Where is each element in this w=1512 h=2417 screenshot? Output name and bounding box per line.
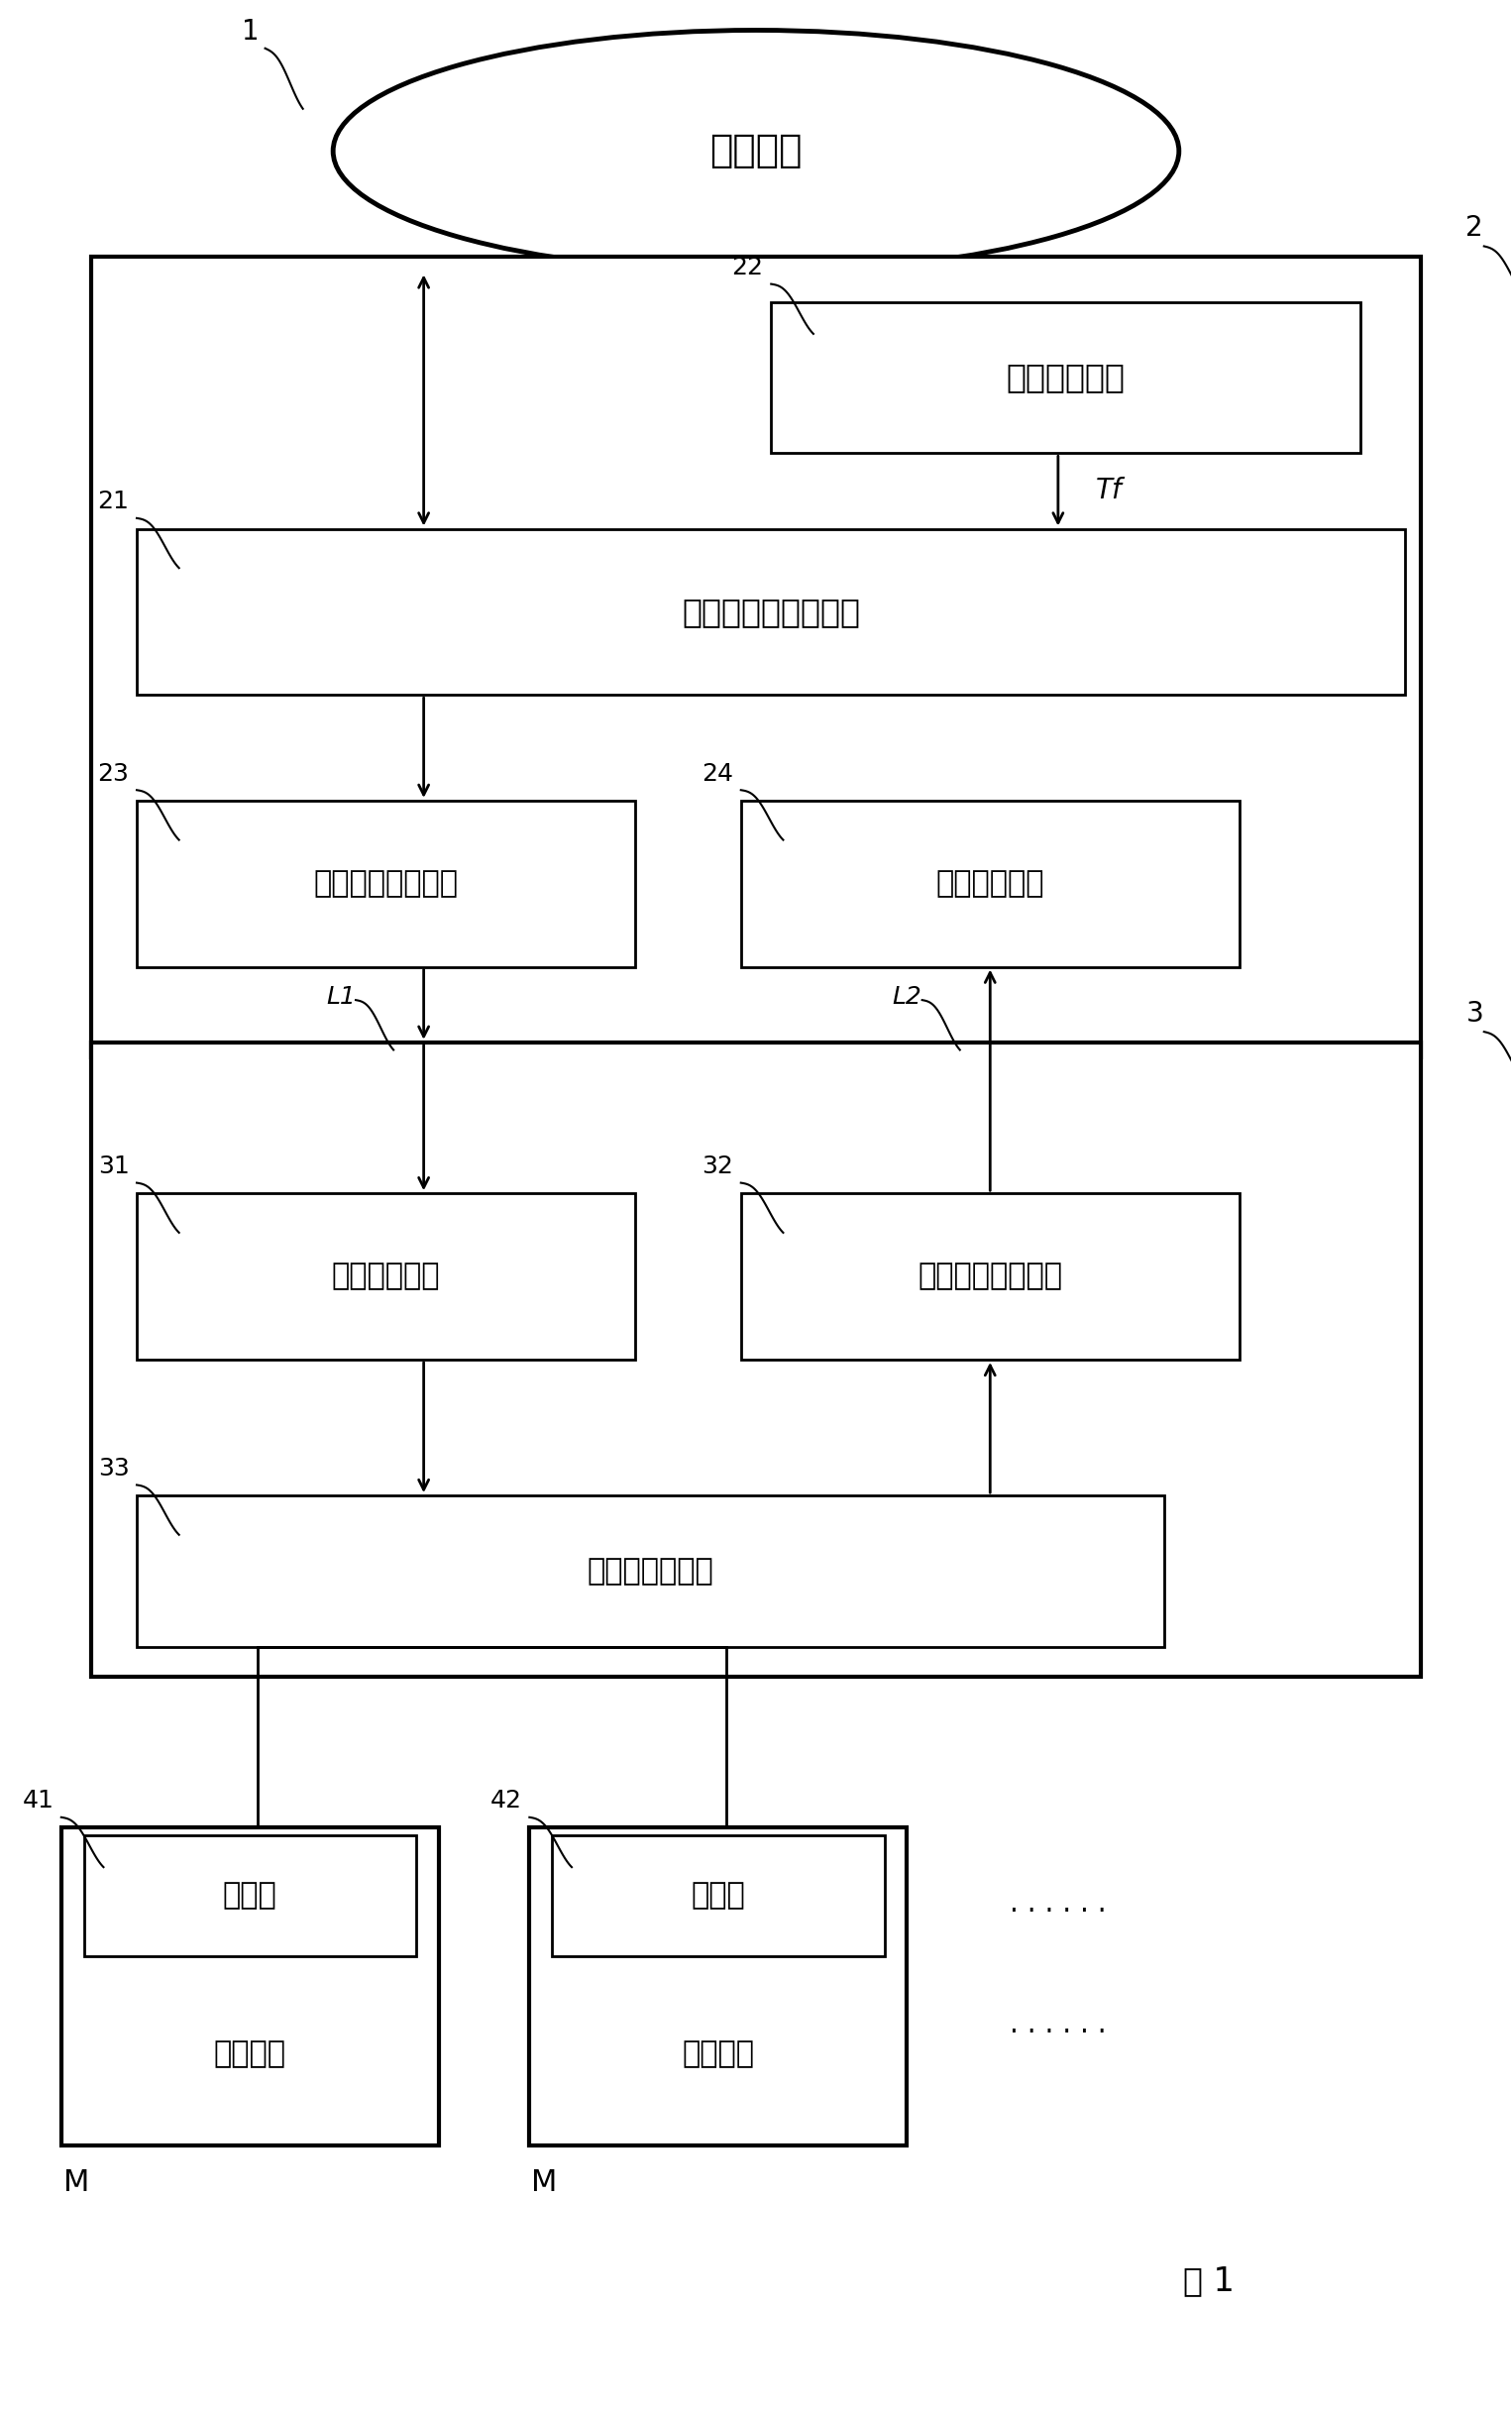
- Text: 分组发送和接收设备: 分组发送和接收设备: [682, 595, 860, 628]
- Text: 23: 23: [98, 761, 129, 786]
- Text: 分组多路复用设备: 分组多路复用设备: [313, 870, 458, 899]
- Bar: [136, 529, 1406, 696]
- Text: 存储部分: 存储部分: [682, 2040, 754, 2069]
- Text: L1: L1: [327, 986, 355, 1008]
- Text: 分组隔离设备: 分组隔离设备: [331, 1262, 440, 1291]
- Text: 22: 22: [732, 256, 764, 280]
- Bar: [91, 1042, 1421, 1677]
- Text: 移动站: 移动站: [691, 1880, 745, 1909]
- Text: 3: 3: [1465, 1001, 1483, 1027]
- Text: 33: 33: [98, 1457, 129, 1479]
- Text: 通信网络: 通信网络: [709, 133, 803, 169]
- Text: 分组隔离设备: 分组隔离设备: [936, 870, 1045, 899]
- Text: 分组多路复用设备: 分组多路复用设备: [918, 1262, 1063, 1291]
- Text: 移动站: 移动站: [222, 1880, 277, 1909]
- Bar: [529, 1827, 907, 2146]
- Text: M: M: [532, 2168, 558, 2197]
- Text: 42: 42: [490, 1789, 522, 1813]
- Text: 1: 1: [242, 17, 259, 46]
- Bar: [136, 1194, 635, 1358]
- Text: 32: 32: [702, 1155, 733, 1179]
- Text: . . . . . .: . . . . . .: [1010, 2011, 1107, 2038]
- Text: 存储部分: 存储部分: [213, 2040, 286, 2069]
- Bar: [552, 1835, 885, 1955]
- Text: 24: 24: [702, 761, 733, 786]
- Text: 21: 21: [98, 491, 129, 515]
- Text: 31: 31: [98, 1155, 129, 1179]
- Bar: [60, 1827, 438, 2146]
- Text: 图 1: 图 1: [1184, 2265, 1235, 2299]
- Ellipse shape: [333, 31, 1179, 271]
- Bar: [91, 256, 1421, 1059]
- Text: . . . . . .: . . . . . .: [1010, 1890, 1107, 1917]
- Bar: [741, 1194, 1240, 1358]
- Bar: [771, 302, 1361, 454]
- Bar: [741, 800, 1240, 967]
- Text: 定时控制设备: 定时控制设备: [1005, 360, 1125, 394]
- Bar: [136, 1496, 1164, 1646]
- Text: 41: 41: [23, 1789, 53, 1813]
- Bar: [136, 800, 635, 967]
- Bar: [83, 1835, 416, 1955]
- Text: Tf: Tf: [1096, 476, 1122, 505]
- Text: L2: L2: [892, 986, 922, 1008]
- Text: M: M: [64, 2168, 89, 2197]
- Text: 发送和接收设备: 发送和接收设备: [587, 1557, 714, 1586]
- Text: 2: 2: [1465, 215, 1483, 242]
